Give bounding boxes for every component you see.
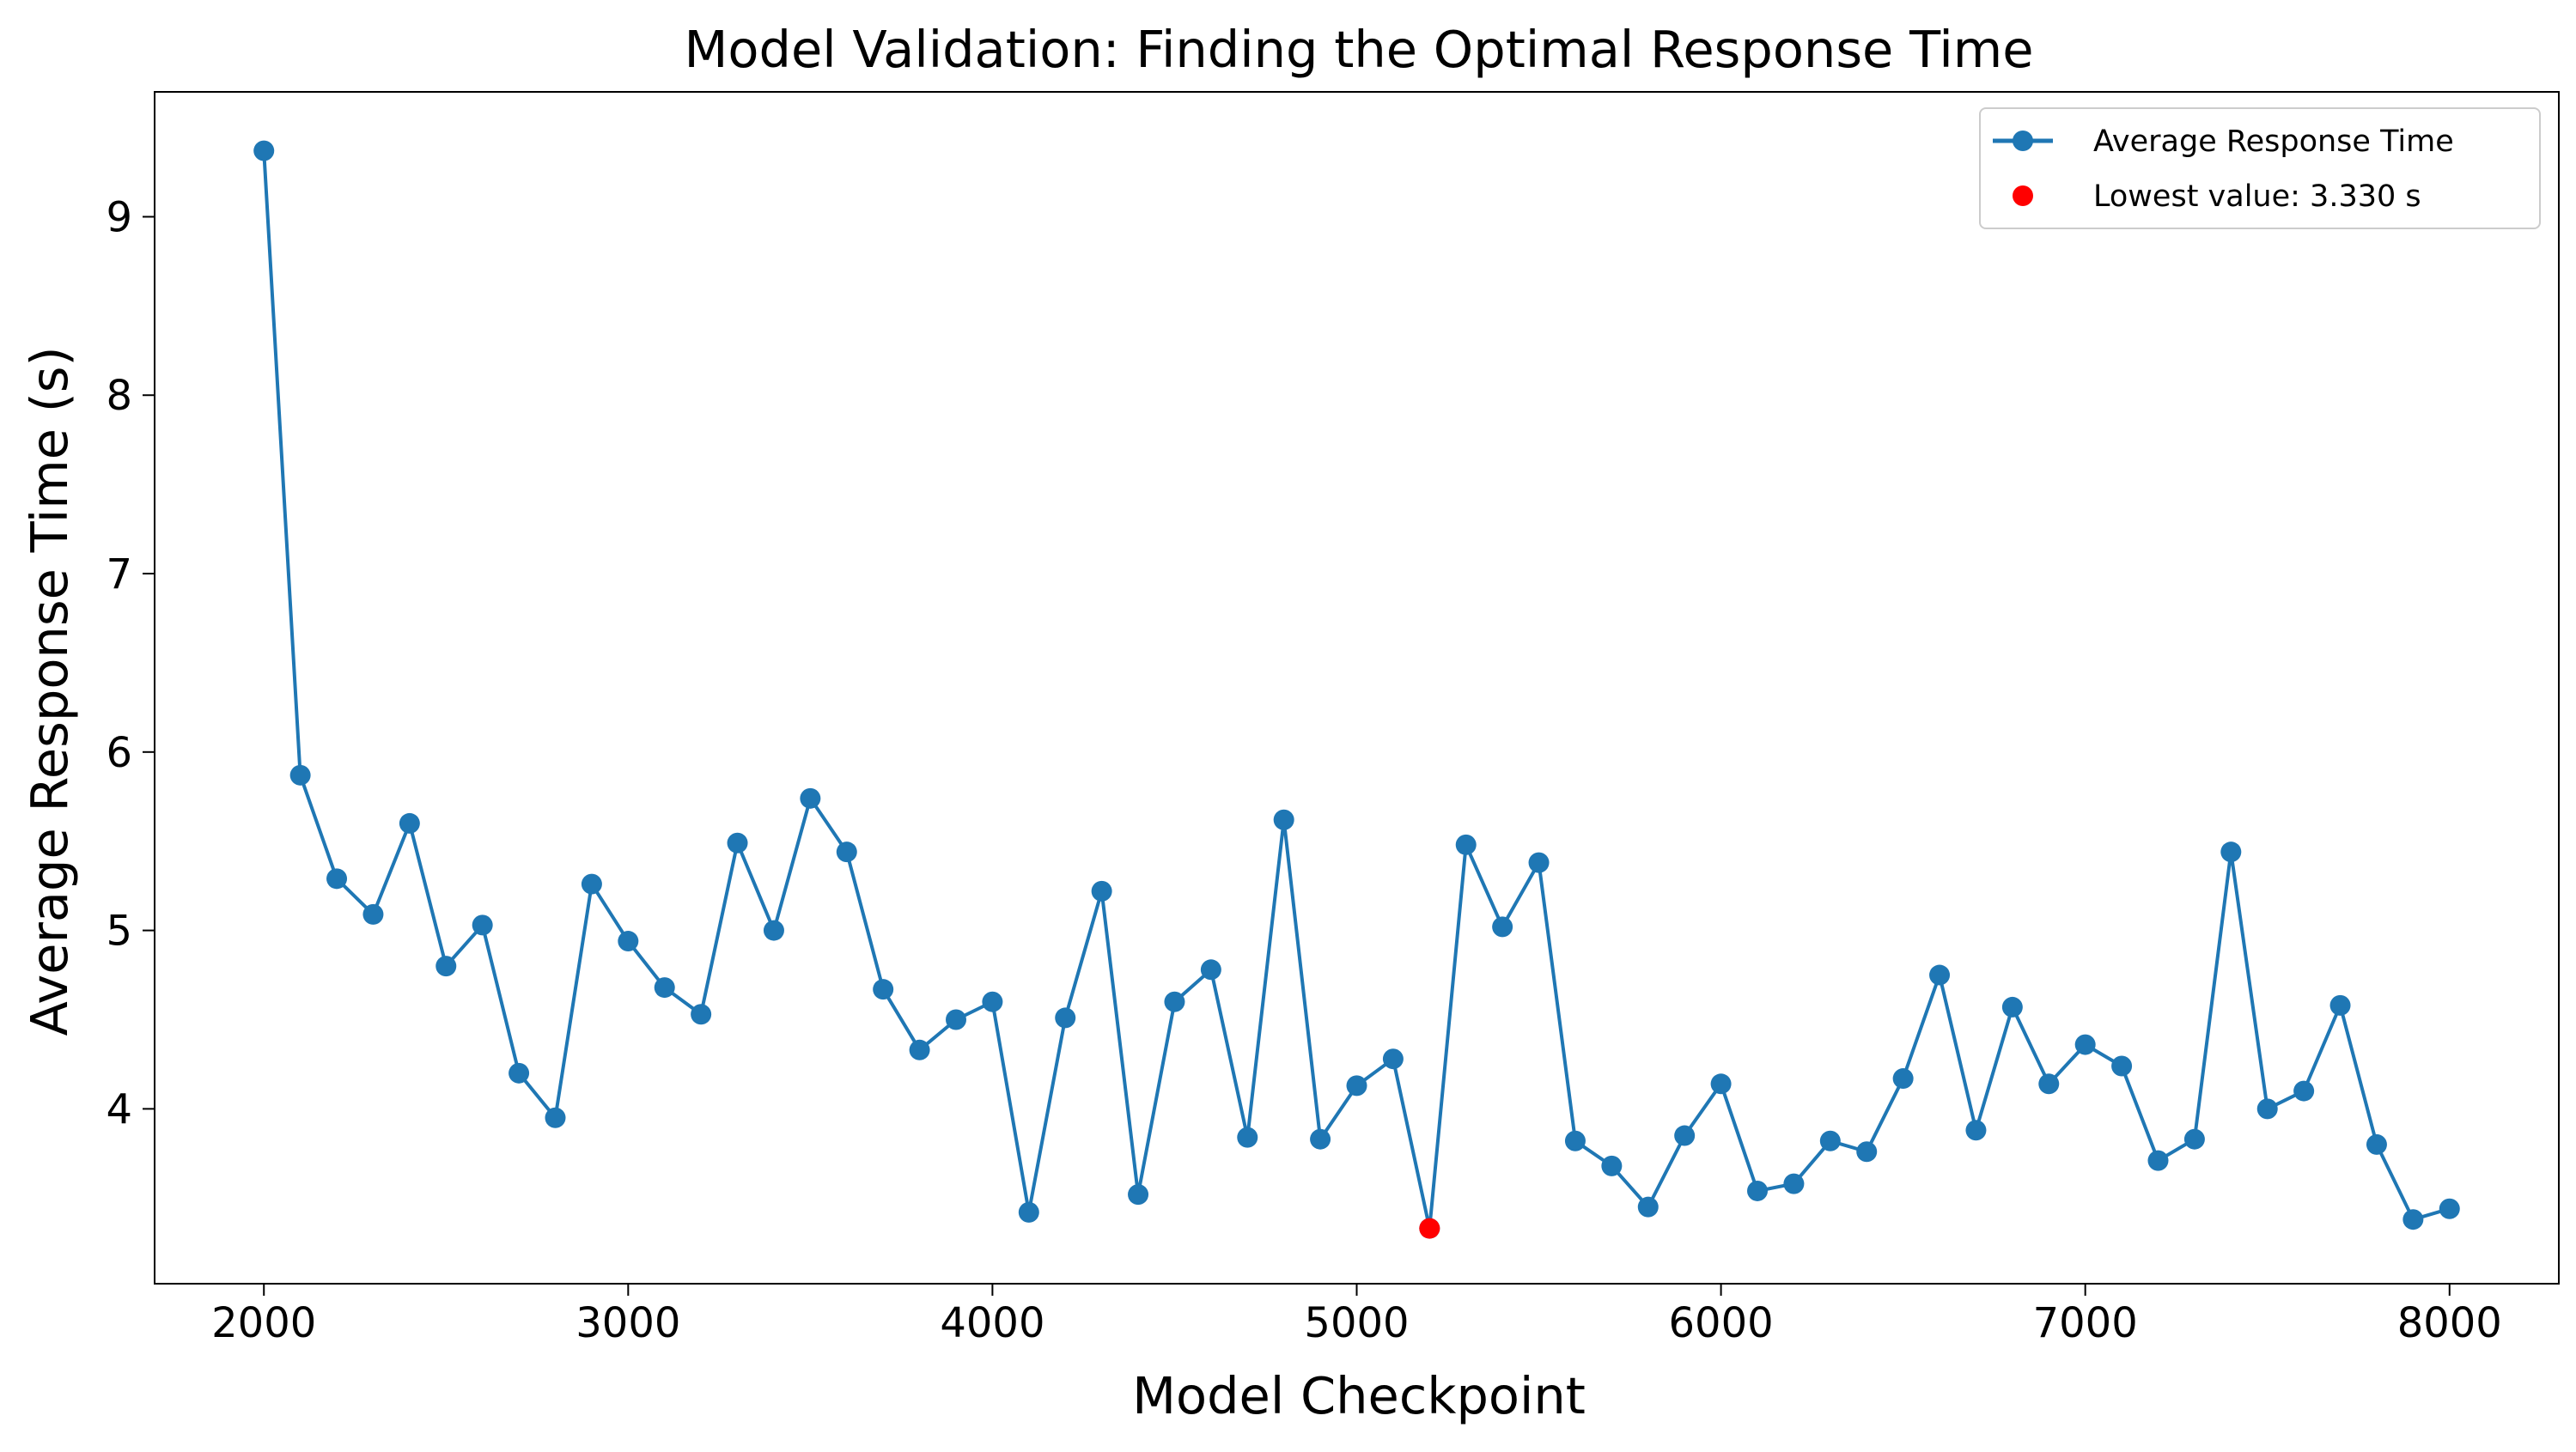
data-point — [1638, 1197, 1659, 1218]
chart-title: Model Validation: Finding the Optimal Re… — [684, 20, 2033, 79]
data-point — [764, 920, 784, 941]
data-point — [982, 992, 1002, 1012]
data-point — [1201, 959, 1221, 980]
data-point — [1747, 1181, 1768, 1201]
data-point — [618, 931, 638, 951]
data-point — [1019, 1202, 1039, 1223]
data-point — [2002, 997, 2023, 1018]
data-point — [2111, 1056, 2132, 1077]
data-point — [253, 141, 274, 161]
data-point — [1092, 881, 1112, 902]
data-point — [1601, 1156, 1622, 1176]
data-point — [472, 914, 493, 935]
data-point — [1383, 1048, 1404, 1069]
data-point — [1965, 1120, 1986, 1140]
data-point — [1492, 916, 1513, 937]
legend-marker-swatch — [2013, 131, 2033, 151]
data-point — [326, 868, 347, 889]
data-point — [2220, 841, 2241, 862]
data-point — [509, 1063, 529, 1084]
data-point — [1929, 965, 1950, 986]
data-point — [1274, 810, 1294, 830]
data-point — [2402, 1209, 2423, 1230]
x-tick-label: 3000 — [575, 1299, 680, 1347]
data-point — [1237, 1127, 1258, 1148]
lowest-value-point — [1419, 1218, 1440, 1239]
data-point — [1529, 853, 1550, 873]
data-point — [1310, 1129, 1331, 1150]
data-point — [290, 765, 311, 786]
data-point — [582, 874, 602, 895]
legend-highlight-swatch — [2013, 185, 2033, 206]
data-point — [910, 1040, 930, 1060]
data-point — [1856, 1141, 1877, 1162]
y-tick-label: 7 — [106, 550, 132, 598]
data-point — [1820, 1131, 1841, 1151]
x-axis-label: Model Checkpoint — [1132, 1366, 1586, 1425]
data-point — [1783, 1174, 1804, 1194]
data-point — [2257, 1098, 2278, 1119]
y-tick-label: 9 — [106, 193, 132, 241]
data-point — [800, 788, 820, 809]
data-point — [1456, 835, 1477, 855]
x-tick-label: 8000 — [2397, 1299, 2502, 1347]
data-point — [1347, 1075, 1367, 1096]
data-point — [1164, 992, 1184, 1012]
data-point — [655, 977, 675, 998]
y-axis-label: Average Response Time (s) — [20, 346, 79, 1036]
data-point — [1711, 1073, 1732, 1094]
data-point — [435, 956, 456, 976]
data-point — [2330, 995, 2351, 1016]
data-point — [691, 1004, 711, 1024]
data-point — [1674, 1126, 1695, 1146]
x-tick-label: 2000 — [211, 1299, 316, 1347]
data-point — [2075, 1035, 2096, 1055]
data-point — [1893, 1068, 1914, 1089]
data-point — [399, 813, 420, 834]
legend-label-lowest: Lowest value: 3.330 s — [2093, 179, 2421, 214]
data-point — [946, 1009, 966, 1030]
data-point — [2184, 1129, 2205, 1150]
data-point — [837, 841, 857, 862]
data-point — [2038, 1073, 2059, 1094]
y-tick-label: 8 — [106, 372, 132, 420]
legend-label-series: Average Response Time — [2093, 125, 2454, 159]
data-point — [1055, 1007, 1075, 1028]
y-tick-label: 4 — [106, 1085, 132, 1133]
data-point — [2366, 1134, 2387, 1155]
data-point — [362, 904, 383, 925]
data-point — [873, 979, 893, 999]
x-tick-label: 4000 — [940, 1299, 1044, 1347]
x-tick-label: 7000 — [2033, 1299, 2138, 1347]
y-tick-label: 5 — [106, 908, 132, 956]
data-point — [2293, 1081, 2314, 1102]
data-point — [2148, 1151, 2169, 1171]
y-tick-label: 6 — [106, 729, 132, 777]
x-tick-label: 6000 — [1669, 1299, 1774, 1347]
data-point — [545, 1108, 566, 1128]
data-point — [1128, 1184, 1148, 1205]
x-tick-label: 5000 — [1304, 1299, 1409, 1347]
data-point — [2439, 1199, 2460, 1219]
legend: Average Response Time Lowest value: 3.33… — [1980, 108, 2540, 228]
data-point — [728, 833, 748, 854]
data-point — [1565, 1131, 1586, 1151]
